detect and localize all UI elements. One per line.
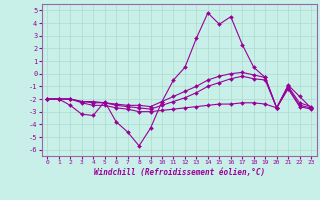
X-axis label: Windchill (Refroidissement éolien,°C): Windchill (Refroidissement éolien,°C): [94, 168, 265, 177]
